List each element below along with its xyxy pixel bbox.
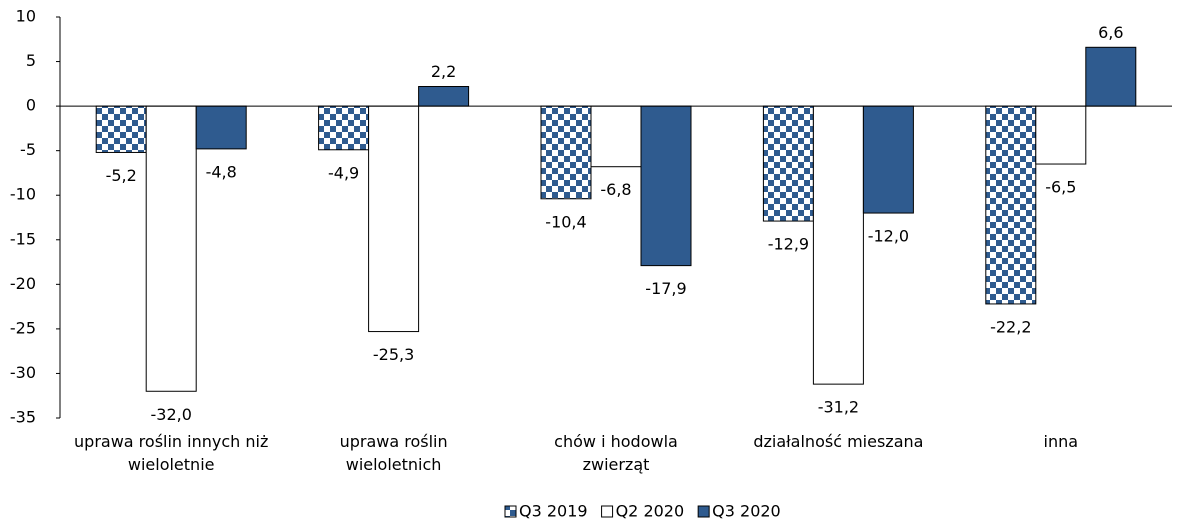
bar <box>318 105 370 151</box>
bar <box>95 105 147 153</box>
data-label: -17,9 <box>645 279 686 298</box>
data-label: -31,2 <box>818 398 859 417</box>
legend-swatch <box>504 505 517 518</box>
y-tick-label: -10 <box>10 185 36 204</box>
data-label: -25,3 <box>373 345 414 364</box>
y-tick-label: 0 <box>26 96 36 115</box>
x-tick-label: uprawa roślin wieloletnich <box>339 432 448 474</box>
bar <box>590 105 642 168</box>
data-label: -4,8 <box>206 162 237 181</box>
y-tick-label: -20 <box>10 274 36 293</box>
legend-label: Q2 2020 <box>616 502 685 521</box>
bar <box>540 105 592 200</box>
y-tick-label: -30 <box>10 363 36 382</box>
bar <box>368 105 420 333</box>
data-label: -32,0 <box>150 405 191 424</box>
bar <box>1035 105 1087 165</box>
data-label: 6,6 <box>1098 23 1123 42</box>
data-label: 2,2 <box>431 62 456 81</box>
data-label: -6,5 <box>1045 178 1076 197</box>
y-tick-label: 5 <box>26 51 36 70</box>
bar <box>862 105 914 214</box>
x-tick-label: chów i hodowla zwierząt <box>554 432 678 474</box>
bar <box>1085 46 1137 107</box>
bar <box>640 105 692 267</box>
y-tick-label: -5 <box>20 140 36 159</box>
y-tick-label: -15 <box>10 229 36 248</box>
y-tick-label: -25 <box>10 318 36 337</box>
x-tick-label: inna <box>1043 432 1079 451</box>
data-label: -5,2 <box>106 166 137 185</box>
data-label: -6,8 <box>600 180 631 199</box>
x-tick-label: uprawa roślin innych niż wieloletnie <box>74 432 269 474</box>
bar <box>418 86 470 107</box>
bar <box>762 105 814 222</box>
legend-swatch <box>697 505 710 518</box>
bar <box>985 105 1037 305</box>
y-tick-label: -35 <box>10 408 36 427</box>
bar <box>812 105 864 385</box>
y-tick-label: 10 <box>16 7 36 26</box>
data-label: -10,4 <box>545 212 586 231</box>
legend-label: Q3 2019 <box>519 502 588 521</box>
data-label: -12,0 <box>868 227 909 246</box>
legend-swatch <box>601 505 614 518</box>
data-label: -4,9 <box>328 163 359 182</box>
bar <box>145 105 197 392</box>
x-tick-label: działalność mieszana <box>753 432 924 451</box>
legend-label: Q3 2020 <box>712 502 781 521</box>
bar <box>195 105 247 150</box>
data-label: -22,2 <box>990 317 1031 336</box>
data-label: -12,9 <box>768 235 809 254</box>
